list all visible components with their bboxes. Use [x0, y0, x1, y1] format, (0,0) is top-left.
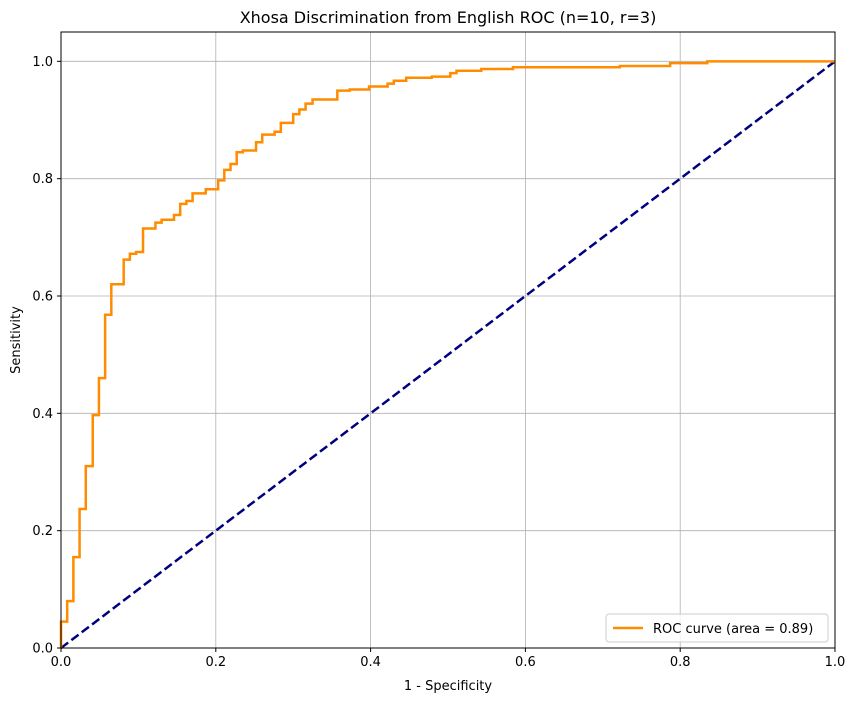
x-axis-label: 1 - Specificity [404, 679, 493, 694]
axis-ticks: 0.0 0.2 0.4 0.6 0.8 1.0 0.0 0.2 0.4 0.6 0.8 1.0 [32, 55, 845, 670]
y-tick-label: 0.2 [32, 524, 53, 539]
x-tick-label: 0.8 [670, 655, 691, 670]
chance-diagonal-line [60, 60, 836, 649]
x-tick-label: 0.2 [205, 655, 226, 670]
y-tick-label: 0.4 [32, 407, 53, 422]
legend-entry-roc: ROC curve (area = 0.89) [653, 622, 813, 637]
x-tick-label: 1.0 [825, 655, 846, 670]
legend: ROC curve (area = 0.89) [605, 613, 829, 643]
y-tick-label: 0.6 [32, 290, 53, 305]
x-tick-label: 0.4 [360, 655, 381, 670]
series-layer [59, 60, 836, 649]
chart-title: Xhosa Discrimination from English ROC (n… [240, 8, 657, 27]
y-tick-label: 0.8 [32, 172, 53, 187]
y-axis-label: Sensitivity [9, 306, 24, 374]
plot-frame [60, 31, 836, 649]
y-tick-label: 0.0 [32, 642, 53, 657]
legend-box [605, 613, 829, 643]
grid-lines [60, 32, 836, 649]
y-tick-label: 1.0 [32, 55, 53, 70]
roc-curve-line [59, 60, 835, 648]
x-tick-label: 0.0 [51, 655, 72, 670]
x-tick-label: 0.6 [515, 655, 536, 670]
